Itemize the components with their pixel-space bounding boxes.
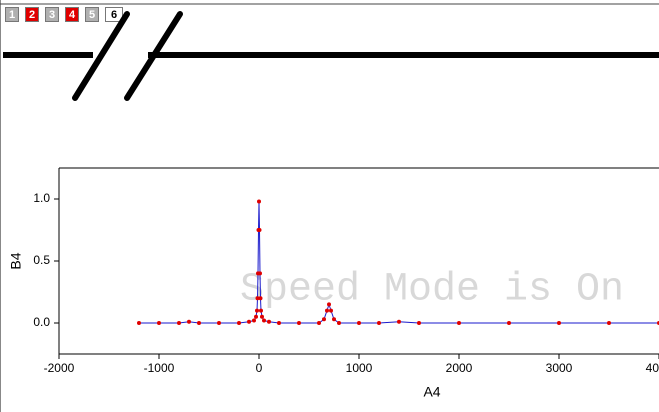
data-point [267,319,271,324]
data-point [325,308,329,313]
data-point [457,321,461,325]
data-point [252,318,256,323]
break-mark [124,11,183,101]
data-point [157,321,161,325]
series-line [139,201,659,324]
y-tick-label: 0.5 [33,253,50,267]
data-point [329,308,333,313]
x-tick-label: 1000 [346,361,373,375]
data-point [137,321,141,325]
data-point [177,321,181,325]
data-point [237,321,241,325]
x-tick-label: 4000 [646,361,659,375]
layer-tab[interactable]: 6 [105,7,123,22]
x-tick-label: -1000 [144,361,175,375]
data-point [322,317,326,322]
y-tick-label: 1.0 [33,191,50,205]
data-point [377,321,381,325]
data-point [262,318,266,323]
data-point [397,319,401,324]
data-point [357,321,361,325]
x-tick-label: 2000 [446,361,473,375]
data-point [258,296,263,301]
layer-tab[interactable]: 4 [65,7,79,22]
x-axis-label: A4 [423,384,440,400]
data-point [297,321,301,325]
y-tick-label: 0.0 [33,315,50,329]
data-point [258,271,262,276]
x-tick-label: 3000 [546,361,573,375]
data-point [259,308,263,313]
layer-tab[interactable]: 3 [45,7,59,22]
data-point [247,319,251,324]
layer-tab[interactable]: 5 [85,7,99,22]
layer-tab[interactable]: 1 [5,7,19,22]
data-point [417,321,421,325]
data-point [327,302,331,307]
data-point [507,321,511,325]
data-point [197,321,201,325]
y-axis-label: B4 [8,252,24,269]
data-point [254,314,258,319]
x-tick-label: 0 [256,361,263,375]
data-point [260,314,264,319]
data-point [337,321,341,325]
data-point [317,321,321,325]
data-point [557,321,561,325]
data-point [607,321,611,325]
break-mark [72,11,130,101]
data-point [255,308,259,313]
data-point [332,317,336,322]
x-tick-label: -2000 [44,361,75,375]
data-point [277,321,281,325]
data-point [257,228,262,232]
data-point [187,319,191,324]
data-point [217,321,221,325]
layer-tab[interactable]: 2 [25,7,39,22]
data-point [257,199,261,204]
data-point [255,296,260,301]
watermark: Speed Mode is On [240,268,624,313]
